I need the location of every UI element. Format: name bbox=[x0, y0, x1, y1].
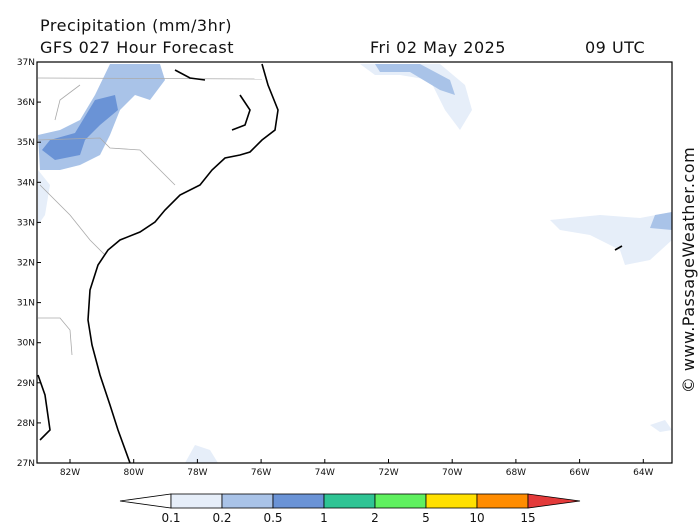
colorbar-label: 10 bbox=[469, 511, 484, 525]
lat-label: 35N bbox=[17, 138, 35, 148]
colorbar-high bbox=[527, 493, 581, 509]
colorbar-cell bbox=[476, 493, 529, 509]
lon-label: 82W bbox=[60, 468, 80, 478]
lon-label: 78W bbox=[187, 468, 207, 478]
precip bbox=[38, 64, 672, 463]
lat-label: 33N bbox=[17, 218, 35, 228]
colorbar-label: 5 bbox=[422, 511, 430, 525]
time: 09 UTC bbox=[585, 38, 645, 57]
lon-label: 70W bbox=[442, 468, 462, 478]
lat-label: 36N bbox=[17, 98, 35, 108]
lat-label: 32N bbox=[17, 259, 35, 269]
title: Precipitation (mm/3hr) bbox=[40, 16, 232, 35]
lat-label: 30N bbox=[17, 339, 35, 349]
colorbar-label: 0.2 bbox=[212, 511, 231, 525]
lon-label: 74W bbox=[315, 468, 335, 478]
subtitle: GFS 027 Hour Forecast bbox=[40, 38, 234, 57]
colorbar-cell bbox=[374, 493, 427, 509]
lon-label: 72W bbox=[378, 468, 398, 478]
lon-label: 66W bbox=[569, 468, 589, 478]
colorbar-cell bbox=[323, 493, 376, 509]
colorbar-cell bbox=[425, 493, 478, 509]
lon-label: 76W bbox=[251, 468, 271, 478]
watermark: © www.PassageWeather.com bbox=[679, 147, 698, 393]
colorbar-cell bbox=[170, 493, 223, 509]
borders bbox=[37, 77, 263, 356]
lat-label: 34N bbox=[17, 178, 35, 188]
lat-label: 28N bbox=[17, 419, 35, 429]
lat-label: 29N bbox=[17, 379, 35, 389]
lon-label: 64W bbox=[633, 468, 653, 478]
colorbar-label: 0.1 bbox=[161, 511, 180, 525]
date: Fri 02 May 2025 bbox=[370, 38, 506, 57]
colorbar-cell bbox=[221, 493, 274, 509]
colorbar-cell bbox=[272, 493, 325, 509]
lat-label: 27N bbox=[17, 459, 35, 469]
colorbar-label: 0.5 bbox=[263, 511, 282, 525]
lon-label: 80W bbox=[124, 468, 144, 478]
coastline bbox=[37, 63, 623, 464]
colorbar-label: 2 bbox=[371, 511, 379, 525]
colorbar-label: 15 bbox=[520, 511, 535, 525]
lat-label: 31N bbox=[17, 299, 35, 309]
lat-label: 37N bbox=[17, 58, 35, 68]
lon-label: 68W bbox=[506, 468, 526, 478]
colorbar-label: 1 bbox=[320, 511, 328, 525]
